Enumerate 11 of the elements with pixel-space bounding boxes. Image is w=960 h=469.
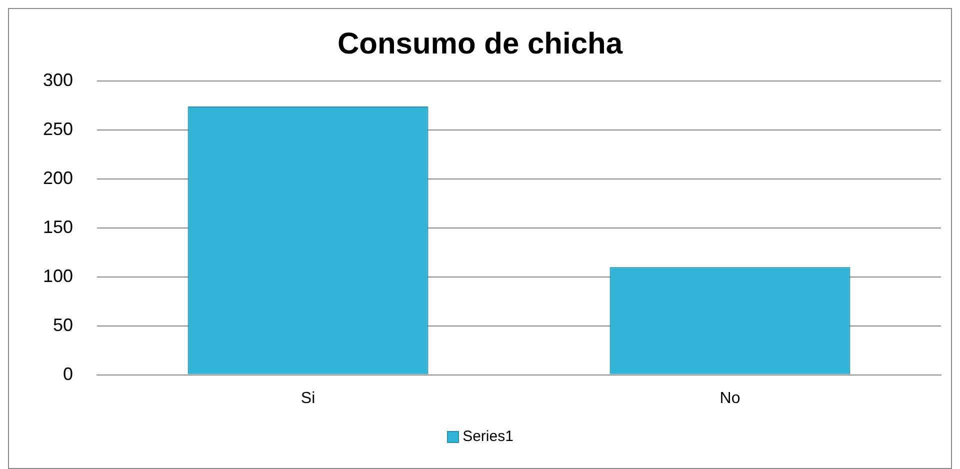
x-tick-label: Si [300, 390, 316, 407]
legend-label: Series1 [462, 428, 514, 445]
chart-title: Consumo de chicha [337, 27, 623, 60]
y-tick-label: 200 [42, 168, 74, 188]
y-tick-label: 250 [42, 118, 74, 139]
y-tick-label: 50 [53, 314, 74, 335]
y-tick-label: 0 [63, 364, 74, 384]
y-tick-label: 100 [42, 266, 74, 286]
y-tick-label: 150 [42, 216, 74, 237]
y-tick-label: 300 [42, 70, 74, 90]
x-tick-label: No [720, 390, 740, 407]
